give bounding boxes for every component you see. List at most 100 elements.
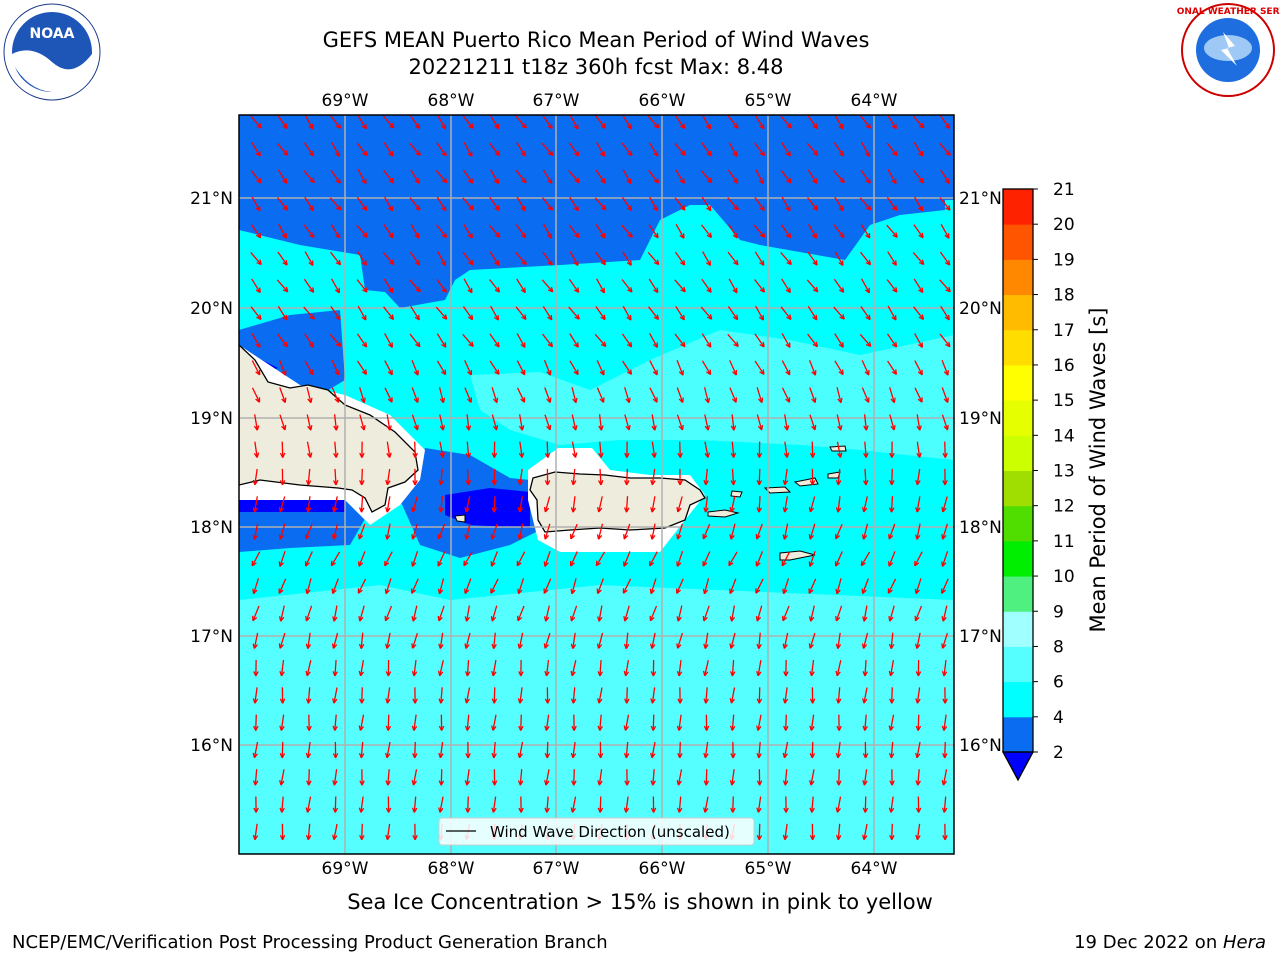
wind-wave-arrowhead: [494, 205, 500, 212]
wind-wave-arrowhead: [520, 342, 526, 348]
wind-wave-arrow: [489, 279, 500, 293]
wind-wave-arrow: [701, 196, 712, 212]
wind-wave-arrow: [754, 360, 765, 375]
wind-wave-arrowhead: [729, 698, 735, 704]
lat-label: 18°N: [190, 518, 233, 538]
wind-wave-arrowhead: [703, 643, 709, 649]
wind-wave-arrowhead: [756, 452, 763, 458]
wind-wave-arrowhead: [837, 397, 843, 404]
wind-wave-arrowhead: [941, 561, 947, 567]
wind-wave-arrow: [413, 659, 417, 677]
wind-wave-arrowhead: [574, 177, 580, 184]
wind-wave-arrowhead: [574, 232, 580, 239]
wind-wave-arrowhead: [600, 178, 606, 184]
wind-wave-arrow: [331, 141, 340, 157]
wind-wave-arrow: [837, 823, 841, 840]
wind-wave-arrowhead: [835, 588, 841, 595]
lon-labels-bottom: 69°W 68°W 67°W 66°W 65°W 64°W: [322, 859, 898, 879]
wind-wave-arrowhead: [679, 314, 685, 321]
wind-wave-arrow: [887, 360, 897, 375]
wind-wave-arrow: [703, 605, 710, 622]
wind-wave-arrowhead: [651, 452, 657, 458]
wind-wave-arrow: [731, 714, 735, 731]
wind-wave-arrowhead: [888, 725, 894, 731]
wind-wave-arrow: [307, 687, 311, 704]
wind-wave-arrowhead: [305, 643, 312, 649]
wind-wave-arrowhead: [491, 725, 497, 731]
wind-wave-arrow: [649, 605, 658, 622]
wind-wave-arrow: [516, 196, 526, 212]
wind-wave-arrowhead: [332, 780, 338, 786]
wind-wave-arrow: [519, 414, 523, 431]
wind-wave-arrow: [754, 142, 765, 157]
wind-wave-arrowhead: [543, 588, 549, 594]
wind-wave-arrowhead: [279, 725, 285, 731]
wind-wave-arrow: [333, 769, 338, 786]
wind-wave-arrowhead: [413, 424, 419, 431]
wind-wave-arrow: [939, 251, 951, 266]
wind-wave-arrowhead: [677, 698, 683, 704]
wind-wave-arrow: [412, 769, 418, 786]
wind-wave-arrowhead: [888, 561, 894, 567]
wind-wave-arrow: [780, 252, 792, 265]
wind-wave-arrow: [887, 251, 897, 266]
wind-wave-arrow: [754, 333, 765, 348]
lon-label: 64°W: [851, 91, 898, 111]
wind-wave-arrow: [280, 769, 285, 786]
wind-wave-arrowhead: [305, 834, 312, 841]
wind-wave-arrowhead: [253, 452, 260, 458]
wind-wave-arrow: [516, 142, 526, 157]
wind-wave-arrow: [541, 279, 554, 293]
wind-wave-arrow: [596, 141, 605, 157]
wind-wave-arrowhead: [596, 534, 603, 540]
wind-wave-arrowhead: [755, 588, 761, 594]
wind-wave-arrow: [598, 769, 603, 786]
wind-wave-arrow: [438, 387, 445, 403]
wind-wave-arrowhead: [940, 588, 947, 594]
wind-wave-arrow: [569, 333, 579, 348]
wind-wave-arrow: [625, 632, 629, 649]
wind-wave-arrow: [520, 714, 522, 731]
wind-wave-arrow: [754, 251, 765, 266]
wind-wave-arrowhead: [942, 480, 948, 486]
wind-wave-arrow: [732, 796, 734, 813]
wind-wave-arrowhead: [941, 643, 947, 649]
wind-wave-arrowhead: [732, 151, 738, 157]
wind-wave-arrowhead: [281, 424, 287, 431]
wind-wave-arrowhead: [705, 260, 712, 267]
wind-wave-arrow: [253, 523, 259, 540]
wind-wave-arrow: [307, 823, 311, 840]
wind-wave-arrowhead: [759, 369, 765, 375]
wind-wave-arrowhead: [865, 259, 872, 266]
wind-wave-arrowhead: [676, 807, 683, 813]
wind-wave-arrow: [809, 387, 816, 403]
wind-wave-arrow: [409, 333, 421, 348]
wind-wave-arrowhead: [676, 534, 682, 540]
wind-wave-arrow: [252, 605, 260, 622]
wind-wave-arrowhead: [572, 425, 578, 431]
wind-wave-arrow: [597, 632, 604, 649]
wind-wave-arrowhead: [915, 780, 921, 786]
wind-wave-arrowhead: [279, 780, 285, 786]
wind-wave-arrowhead: [835, 643, 842, 649]
wind-wave-arrowhead: [597, 671, 603, 677]
wind-wave-arrow: [837, 687, 841, 704]
wind-wave-arrowhead: [653, 259, 660, 266]
wind-wave-arrowhead: [385, 507, 391, 513]
wind-wave-arrowhead: [783, 807, 789, 813]
wind-wave-arrowhead: [468, 259, 474, 266]
wind-wave-arrow: [385, 578, 392, 594]
wind-wave-arrowhead: [309, 314, 315, 320]
wind-wave-arrow: [360, 796, 364, 813]
wind-wave-arrowhead: [543, 534, 550, 540]
wind-wave-arrow: [361, 823, 363, 840]
wind-wave-arrow: [862, 632, 869, 649]
wind-wave-arrowhead: [308, 205, 314, 212]
wind-wave-arrowhead: [892, 232, 898, 238]
wind-wave-arrowhead: [359, 834, 365, 841]
wind-wave-arrow: [810, 714, 815, 731]
wind-wave-arrowhead: [573, 342, 579, 348]
wind-wave-arrow: [332, 632, 339, 649]
wind-wave-arrowhead: [384, 588, 390, 595]
wind-wave-arrowhead: [517, 615, 523, 622]
